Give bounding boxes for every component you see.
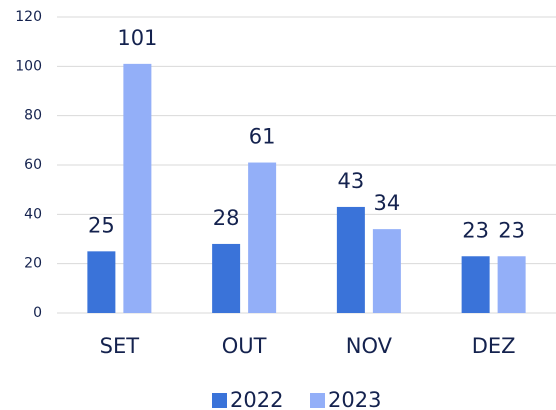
x-tick-label: OUT [222, 334, 267, 358]
data-label: 34 [374, 191, 401, 215]
y-tick-label: 40 [24, 206, 42, 222]
y-tick-label: 60 [24, 157, 42, 173]
legend-label: 2022 [230, 388, 283, 410]
bar [461, 256, 490, 313]
data-label: 43 [338, 169, 365, 193]
bar [87, 251, 116, 313]
data-label: 28 [213, 206, 240, 230]
x-tick-label: NOV [346, 334, 393, 358]
y-tick-label: 120 [15, 9, 42, 25]
bar [248, 162, 277, 313]
bar [497, 256, 526, 313]
data-label: 25 [88, 213, 115, 237]
legend-swatch [310, 393, 325, 408]
y-tick-label: 100 [15, 58, 42, 74]
data-label: 101 [117, 26, 157, 50]
data-label: 23 [462, 218, 489, 242]
bar [372, 229, 401, 313]
legend-label: 2023 [328, 388, 381, 410]
x-tick-label: SET [100, 334, 140, 358]
y-tick-label: 0 [33, 305, 42, 321]
legend-swatch [212, 393, 227, 408]
y-tick-label: 80 [24, 108, 42, 124]
bar [212, 243, 241, 313]
bar [123, 63, 152, 313]
data-label: 23 [498, 218, 525, 242]
y-tick-label: 20 [24, 256, 42, 272]
data-label: 61 [249, 125, 276, 149]
x-tick-label: DEZ [472, 334, 516, 358]
bar [336, 206, 365, 313]
